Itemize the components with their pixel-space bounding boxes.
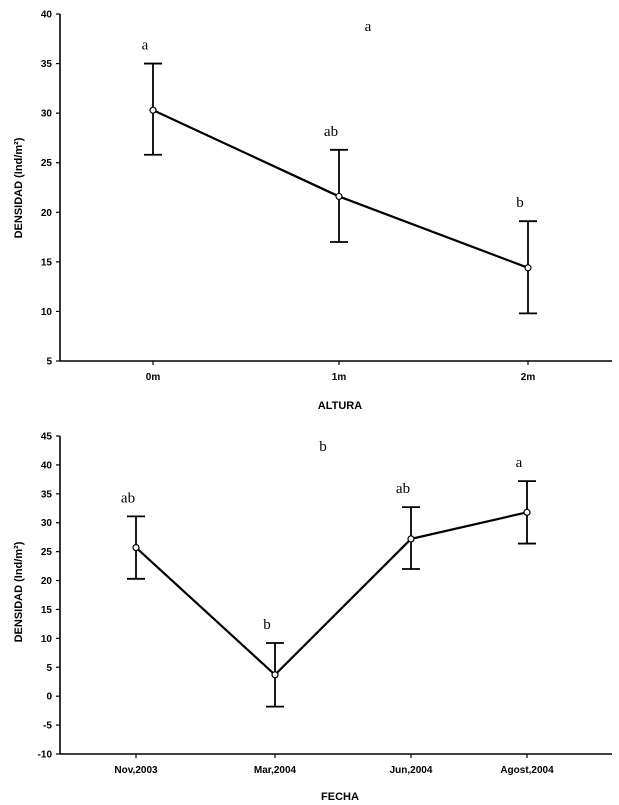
chart-altura: a DENSIDAD (Ind/m²) ALTURA 5 10 15 20 25 30 35… [13,10,612,412]
chart-1-title: a [365,19,372,35]
data-point [149,106,157,114]
y-tick-label: 20 [41,208,53,219]
y-tick-label: 40 [41,10,53,21]
x-tick-label: Nov,2003 [114,765,158,776]
data-point [335,192,343,201]
data-point [271,671,279,679]
y-tick-label: 15 [41,257,53,268]
significance-label: ab [121,490,135,506]
y-tick-label: 35 [41,489,53,500]
chart-2-title: b [319,439,327,455]
data-point [523,508,531,516]
chart-2-x-axis-label: FECHA [321,791,359,803]
y-tick-label: 10 [41,307,53,318]
significance-label: ab [396,481,410,497]
y-tick-label: 20 [41,576,53,587]
x-tick-label: Agost,2004 [500,765,554,776]
significance-label: b [516,195,524,211]
x-tick-label: Jun,2004 [390,765,433,776]
significance-label: b [263,617,271,633]
y-tick-label: 40 [41,460,53,471]
data-point [524,264,532,272]
chart-1-x-axis-label: ALTURA [318,400,362,412]
y-tick-label: 0 [46,692,52,703]
y-tick-label: 45 [41,432,53,443]
series-line [152,109,529,269]
x-tick-label: 1m [332,372,347,383]
chart-2-y-axis-label: DENSIDAD (Ind/m²) [13,541,25,642]
y-tick-label: 15 [41,605,53,616]
y-tick-label: -10 [38,750,53,761]
significance-label: a [516,455,523,471]
y-tick-label: 25 [41,547,53,558]
y-tick-label: 5 [46,357,52,368]
x-tick-label: 0m [146,372,161,383]
y-tick-label: 25 [41,158,53,169]
x-tick-label: Mar,2004 [254,765,297,776]
data-point [132,543,140,552]
y-tick-label: 30 [41,109,53,120]
y-tick-label: -5 [43,721,52,732]
significance-label: a [142,38,149,54]
chart-fecha: b DENSIDAD (Ind/m²) FECHA -10 -5 0 5 10 15 20 2… [13,432,612,803]
x-tick-label: 2m [521,372,536,383]
data-point [407,535,415,543]
y-tick-label: 5 [46,663,52,674]
series-line [135,511,528,677]
significance-label: ab [324,124,338,140]
y-tick-label: 35 [41,59,53,70]
y-tick-label: 10 [41,634,53,645]
chart-1-y-axis-label: DENSIDAD (Ind/m²) [13,137,25,238]
y-tick-label: 30 [41,518,53,529]
